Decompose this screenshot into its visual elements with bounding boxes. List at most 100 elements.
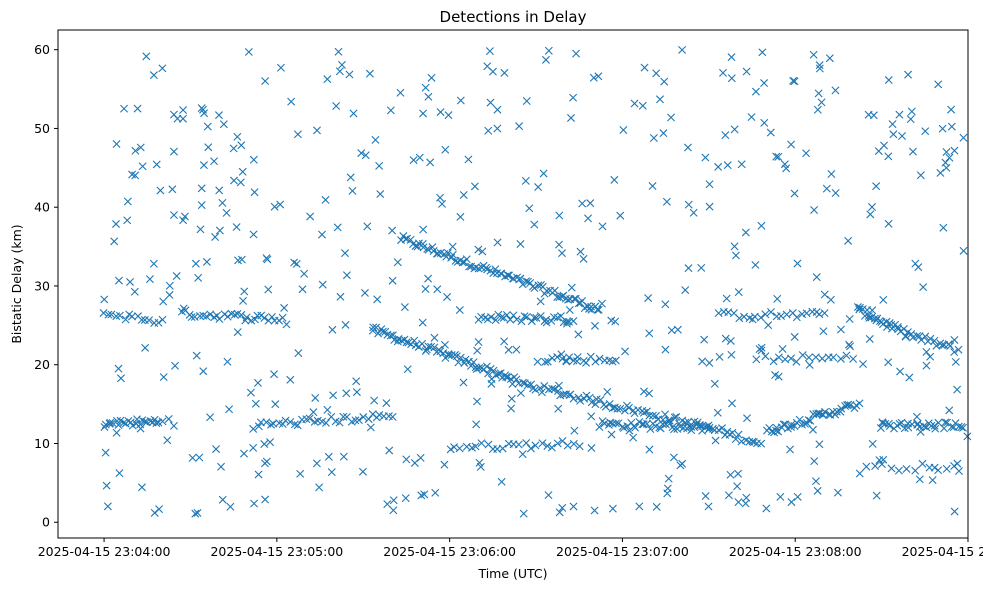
detection-point [774, 353, 783, 362]
detection-point [516, 274, 525, 283]
detection-point [322, 418, 330, 427]
detection-point [959, 133, 968, 142]
detection-point [681, 286, 690, 295]
detection-point [598, 299, 606, 308]
detection-point [345, 70, 354, 79]
detection-point [700, 335, 709, 344]
detection-point [360, 288, 369, 297]
detection-point [342, 389, 351, 398]
detection-point [465, 262, 474, 271]
detection-point [302, 415, 311, 424]
detection-point [281, 416, 290, 425]
detection-point [554, 404, 563, 413]
detection-point [701, 492, 710, 501]
detection-point [142, 52, 151, 61]
detection-point [372, 323, 381, 332]
detection-point [928, 476, 937, 485]
detection-point [244, 47, 253, 56]
detection-point [179, 114, 187, 123]
detection-point [225, 405, 234, 414]
detection-point [215, 186, 224, 195]
detection-point [497, 270, 506, 278]
detection-point [866, 210, 875, 219]
detection-point [536, 384, 545, 393]
detection-point [908, 333, 917, 342]
detection-point [349, 109, 358, 118]
detection-point [179, 106, 188, 115]
detection-point [521, 277, 530, 286]
detection-point [697, 263, 706, 272]
detection-point [912, 412, 921, 421]
detection-point [358, 467, 367, 476]
detection-point [464, 155, 473, 164]
detection-point [249, 443, 258, 452]
detection-point [957, 422, 966, 431]
detection-point [137, 483, 146, 492]
detection-point [421, 83, 430, 92]
detection-point [500, 337, 509, 346]
detection-point [942, 148, 951, 156]
detection-point [149, 259, 158, 268]
detection-point [306, 212, 315, 221]
detection-point [959, 423, 967, 432]
detection-point [661, 410, 670, 419]
detection-point [202, 257, 211, 266]
detection-point [734, 498, 743, 507]
detection-point [329, 391, 338, 400]
detection-point [758, 48, 767, 57]
detection-point [569, 394, 578, 403]
detection-point [180, 212, 189, 221]
detection-point [473, 346, 482, 355]
detection-point [629, 433, 638, 442]
x-tick-label: 2025-04-15 23:09:00 [902, 544, 983, 559]
detection-point [443, 292, 452, 301]
detection-point [904, 70, 913, 79]
detection-point [576, 247, 585, 256]
detection-point [644, 294, 653, 303]
detection-point [366, 423, 375, 432]
detection-point [728, 428, 737, 437]
detection-point [578, 199, 587, 208]
detection-point [332, 101, 341, 110]
detection-point [351, 416, 360, 425]
detection-point [780, 160, 789, 169]
detection-point [262, 457, 271, 466]
detection-point [868, 439, 877, 448]
detection-point [522, 96, 531, 105]
detection-point [947, 105, 956, 114]
detection-point [795, 415, 804, 424]
detection-point [179, 304, 188, 313]
detection-point [590, 321, 599, 330]
detection-point [878, 419, 887, 428]
detection-point [882, 323, 891, 332]
detection-point [575, 442, 584, 451]
detection-point [476, 462, 485, 471]
detection-point [888, 324, 896, 333]
detection-point [569, 502, 578, 511]
detection-point [199, 161, 208, 170]
detection-point [678, 45, 687, 54]
detection-point [656, 424, 665, 433]
detection-point [293, 421, 302, 430]
detection-point [539, 169, 548, 178]
detection-point [922, 423, 931, 432]
detection-point [792, 313, 801, 322]
detection-point [593, 305, 602, 314]
detection-point [516, 240, 525, 249]
detection-point [555, 211, 564, 220]
detection-point [99, 308, 108, 317]
detection-point [346, 173, 355, 182]
detection-point [462, 255, 471, 264]
detection-point [512, 345, 521, 354]
detection-point [473, 397, 482, 406]
detection-point [197, 201, 206, 210]
detection-point [630, 99, 639, 108]
detection-point [587, 444, 596, 453]
detection-point [569, 93, 578, 102]
detection-point [487, 379, 496, 388]
detection-point [790, 421, 799, 430]
detection-point [542, 315, 551, 324]
detection-point [664, 474, 673, 483]
detection-point [916, 171, 925, 180]
detection-point [831, 189, 840, 197]
